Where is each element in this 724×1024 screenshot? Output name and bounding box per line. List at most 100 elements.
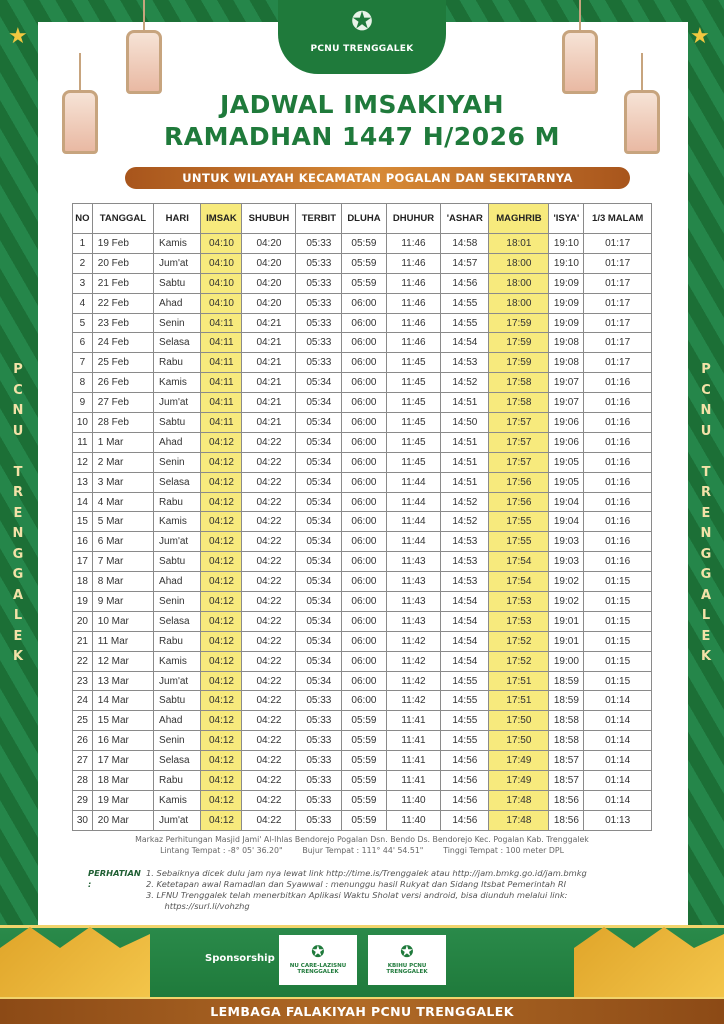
table-cell: 17:52	[488, 630, 550, 652]
table-cell: 04:12	[200, 770, 243, 791]
table-cell: 14:53	[440, 531, 490, 553]
table-cell: 04:21	[241, 372, 297, 394]
table-cell: 04:12	[200, 431, 243, 453]
table-cell: 19:00	[548, 650, 585, 672]
table-cell: 11:41	[385, 770, 442, 791]
table-cell: 16	[72, 531, 93, 553]
table-cell: 05:34	[295, 630, 343, 652]
table-cell: 06:00	[341, 571, 387, 593]
table-cell: 04:12	[200, 491, 243, 513]
table-cell: 11:45	[385, 392, 442, 414]
table-cell: 17:50	[488, 730, 550, 752]
table-cell: 01:16	[583, 431, 652, 453]
table-row: 16 6 Mar Jum'at 04:12 04:22 05:34 06:00 11:44 14…	[72, 531, 652, 553]
table-cell: 05:33	[295, 690, 343, 712]
table-cell: 14:54	[440, 610, 490, 632]
sponsorship-label: Sponsorship	[205, 953, 275, 964]
table-cell: 11	[72, 431, 93, 453]
table-cell: 05:33	[295, 809, 343, 831]
table-cell: Ahad	[153, 571, 202, 593]
table-cell: 14:54	[440, 332, 490, 354]
table-cell: 05:33	[295, 710, 343, 732]
title-line-2: RAMADHAN 1447 H/2026 M	[164, 122, 560, 151]
table-cell: 14:51	[440, 392, 490, 414]
nu-emblem-icon: ✪	[351, 7, 373, 37]
nu-emblem-icon: ✪	[400, 942, 414, 961]
table-cell: Sabtu	[153, 690, 202, 712]
table-cell: 14:51	[440, 471, 490, 493]
table-cell: 17:53	[488, 591, 550, 612]
table-cell: 10	[72, 412, 93, 433]
table-cell: 01:14	[583, 770, 652, 791]
table-cell: 06:00	[341, 551, 387, 573]
table-cell: 04:12	[200, 511, 243, 533]
table-cell: 01:16	[583, 511, 652, 533]
table-cell: 19:05	[548, 471, 585, 493]
table-cell: 04:22	[241, 551, 297, 573]
table-row: 29 19 Mar Kamis 04:12 04:22 05:33 05:59 11:40 14…	[72, 789, 652, 811]
table-cell: 11:40	[385, 789, 442, 811]
table-cell: 21	[72, 630, 93, 652]
table-cell: 28	[72, 770, 93, 791]
table-cell: 11:45	[385, 451, 442, 473]
logo-org-name: PCNU TRENGGALEK	[310, 44, 414, 54]
table-cell: 2	[72, 252, 93, 274]
table-cell: 06:00	[341, 670, 387, 692]
table-cell: 04:22	[241, 431, 297, 453]
table-row: 22 12 Mar Kamis 04:12 04:22 05:34 06:00 11:42 14…	[72, 650, 652, 672]
table-cell: 05:33	[295, 292, 343, 314]
table-cell: 05:34	[295, 610, 343, 632]
table-cell: 04:12	[200, 750, 243, 772]
table-cell: 19:07	[548, 392, 585, 414]
table-cell: 11:40	[385, 809, 442, 831]
table-cell: 14:54	[440, 630, 490, 652]
column-header: TERBIT	[295, 203, 343, 234]
table-cell: 4 Mar	[91, 491, 155, 513]
table-cell: 11:43	[385, 610, 442, 632]
table-cell: 19:09	[548, 312, 585, 334]
subtitle-banner: UNTUK WILAYAH KECAMATAN POGALAN DAN SEKI…	[125, 167, 630, 189]
table-cell: 11:46	[385, 233, 442, 254]
table-cell: Jum'at	[153, 252, 202, 274]
table-cell: 06:00	[341, 292, 387, 314]
table-row: 11 1 Mar Ahad 04:12 04:22 05:34 06:00 11:45 14:5…	[72, 431, 652, 453]
table-cell: 17:54	[488, 551, 550, 573]
table-cell: 04:20	[241, 252, 297, 274]
column-header: 'ASHAR	[440, 203, 490, 234]
table-row: 13 3 Mar Selasa 04:12 04:22 05:34 06:00 11:44 14…	[72, 471, 652, 493]
table-cell: 20	[72, 610, 93, 632]
table-cell: 06:00	[341, 312, 387, 334]
table-cell: 24 Feb	[91, 332, 155, 354]
table-cell: 13 Mar	[91, 670, 155, 692]
table-cell: 6 Mar	[91, 531, 155, 553]
table-cell: 11:46	[385, 252, 442, 274]
table-cell: 01:16	[583, 451, 652, 473]
table-cell: 06:00	[341, 372, 387, 394]
table-cell: Jum'at	[153, 809, 202, 831]
table-cell: 8	[72, 372, 93, 394]
table-cell: 11:46	[385, 272, 442, 294]
table-cell: 04:22	[241, 730, 297, 752]
table-cell: 11:41	[385, 750, 442, 772]
table-cell: 04:22	[241, 770, 297, 791]
table-cell: Senin	[153, 312, 202, 334]
table-cell: 14:51	[440, 431, 490, 453]
table-cell: 04:11	[200, 412, 243, 433]
lantern-icon	[126, 0, 162, 94]
table-cell: 22 Feb	[91, 292, 155, 314]
table-cell: 17	[72, 551, 93, 573]
lantern-icon	[624, 53, 660, 154]
table-cell: 17:58	[488, 392, 550, 414]
table-cell: 04:12	[200, 531, 243, 553]
table-cell: 01:14	[583, 730, 652, 752]
star-icon: ★	[690, 24, 710, 49]
table-cell: 01:14	[583, 690, 652, 712]
table-cell: 20 Mar	[91, 809, 155, 831]
table-cell: 11:45	[385, 412, 442, 433]
table-cell: 06:00	[341, 511, 387, 533]
table-cell: Jum'at	[153, 531, 202, 553]
table-cell: 14:52	[440, 511, 490, 533]
table-cell: 05:59	[341, 710, 387, 732]
table-cell: 14:53	[440, 352, 490, 374]
